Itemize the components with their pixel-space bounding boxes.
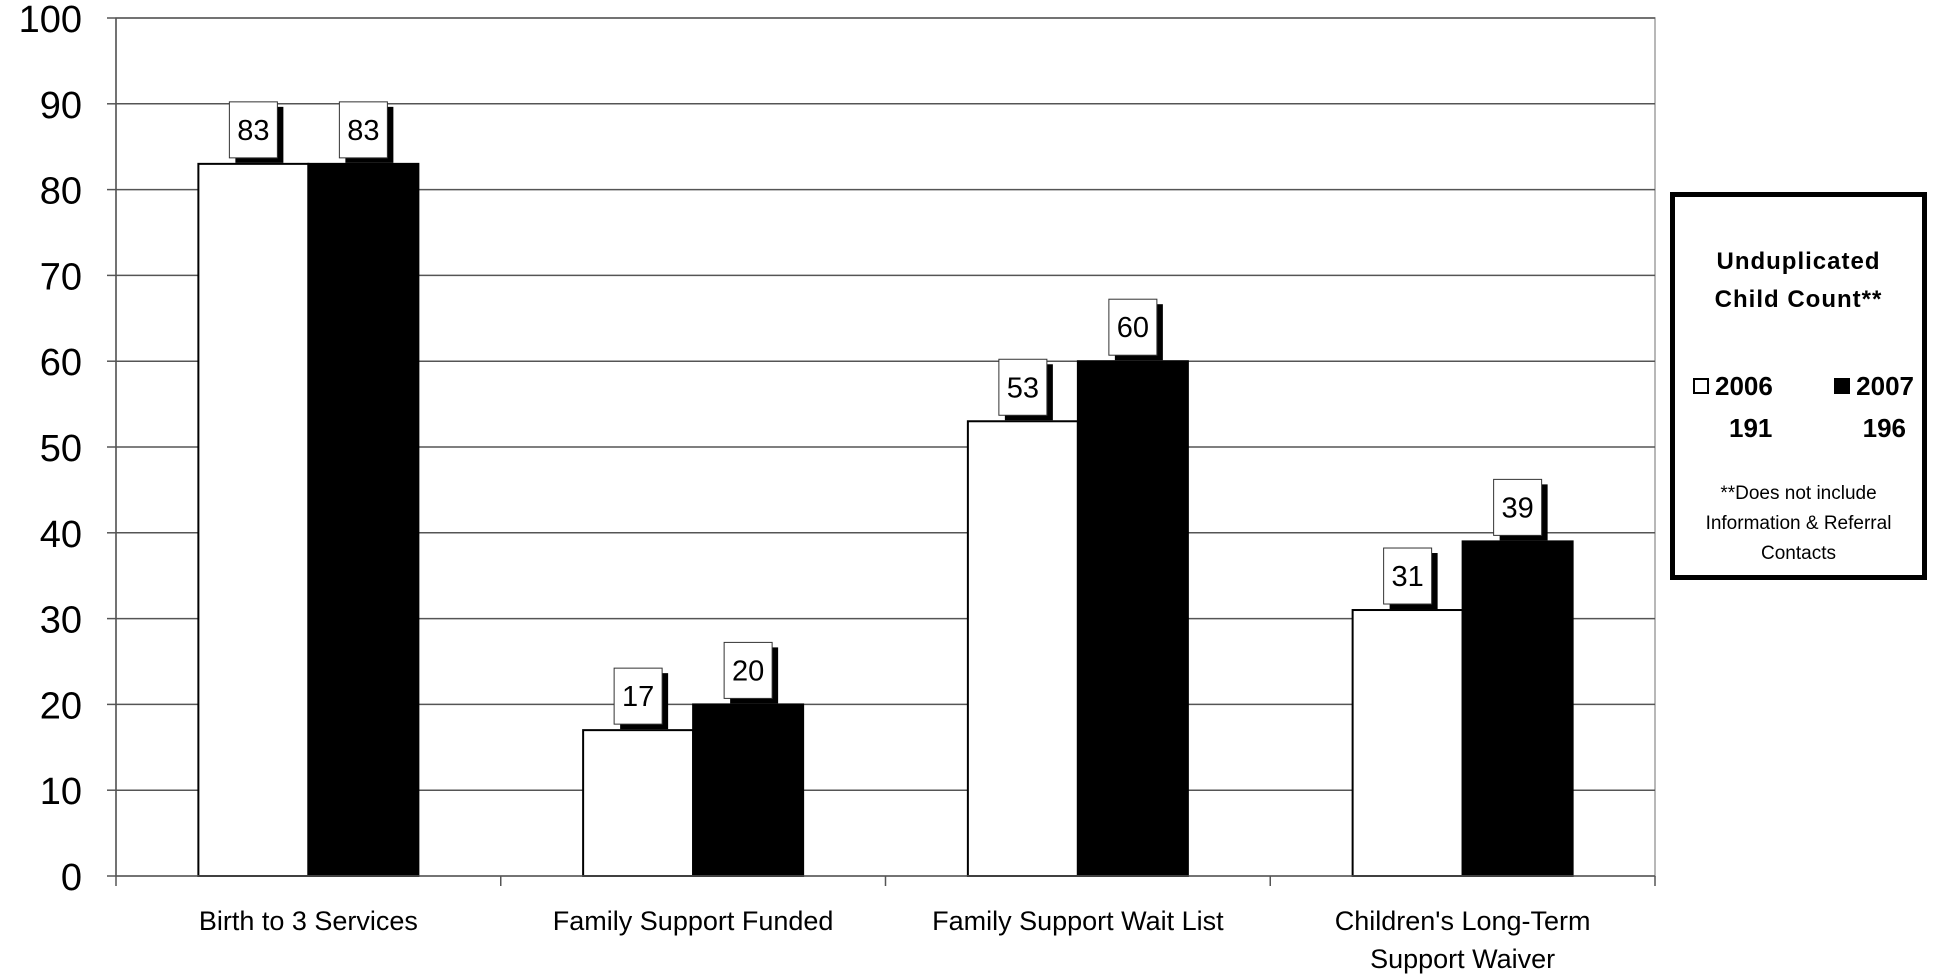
y-tick-label-0: 0 (61, 857, 82, 899)
legend-note: **Does not include Information & Referra… (1705, 483, 1892, 564)
x-tick-label-0-0: Birth to 3 Services (199, 906, 418, 936)
legend-swatch-2006 (1693, 378, 1709, 394)
data-label-2006-1: 17 (622, 681, 654, 713)
x-tick-label-1-0: Family Support Funded (553, 906, 834, 936)
data-label-2007-0: 83 (347, 115, 379, 147)
y-tick-label-50: 50 (40, 428, 82, 470)
y-tick-label-70: 70 (40, 256, 82, 298)
data-label-box-2006-2 (998, 358, 1048, 416)
x-tick-label-3-1: Support Waiver (1370, 944, 1555, 974)
legend-label-2007: 2007 (1856, 371, 1914, 401)
legend-count-2006: 191 (1729, 413, 1773, 443)
y-axis: 0 10 20 30 40 50 60 70 80 90 100 (19, 0, 117, 899)
legend-entry-2006: 2006 (1693, 371, 1773, 402)
bar-2007-3 (1461, 540, 1574, 877)
legend: Unduplicated Child Count** 2006 2007 191 … (1670, 192, 1927, 580)
data-label-box-2007-3 (1493, 478, 1543, 536)
data-label-box-2007-0 (338, 101, 388, 159)
y-tick-label-90: 90 (40, 85, 82, 127)
data-label-2006-0: 83 (237, 115, 269, 147)
x-axis: Birth to 3 Services Family Support Funded… (115, 875, 1656, 974)
legend-swatch-2007 (1834, 378, 1851, 394)
legend-label-2006: 2006 (1715, 371, 1773, 401)
bar-2006-2 (966, 420, 1079, 877)
data-label-2006-3: 31 (1391, 561, 1423, 593)
bar-2007-0 (307, 162, 420, 878)
bar-2006-0 (197, 162, 310, 878)
data-label-box-2007-1 (723, 641, 773, 699)
x-tick-label-3-0: Children's Long-Term (1335, 906, 1591, 936)
legend-entry-2007: 2007 (1834, 371, 1914, 402)
y-tick-label-100: 100 (19, 0, 82, 41)
y-tick-label-20: 20 (40, 685, 82, 727)
data-label-2007-3: 39 (1501, 492, 1533, 524)
bar-2006-3 (1351, 609, 1464, 878)
data-label-box-2006-0 (228, 101, 278, 159)
y-tick-label-60: 60 (40, 342, 82, 384)
data-label-box-2006-3 (1383, 547, 1433, 605)
data-label-2006-2: 53 (1007, 372, 1039, 404)
legend-count-2007: 196 (1862, 413, 1906, 443)
bars: 83 83 17 20 53 60 31 39 (197, 101, 1574, 878)
data-label-box-2007-2 (1108, 298, 1158, 356)
data-label-box-2006-1 (613, 667, 663, 725)
y-tick-label-80: 80 (40, 171, 82, 213)
x-tick-label-2-0: Family Support Wait List (932, 906, 1224, 936)
legend-title: Unduplicated Child Count** (1714, 248, 1883, 313)
bar-2007-2 (1076, 360, 1189, 877)
y-tick-label-30: 30 (40, 600, 82, 642)
bar-2007-1 (692, 703, 805, 878)
data-label-2007-1: 20 (732, 655, 764, 687)
y-tick-label-10: 10 (40, 771, 82, 813)
y-tick-label-40: 40 (40, 514, 82, 556)
data-label-2007-2: 60 (1117, 312, 1149, 344)
bar-2006-1 (582, 729, 695, 878)
